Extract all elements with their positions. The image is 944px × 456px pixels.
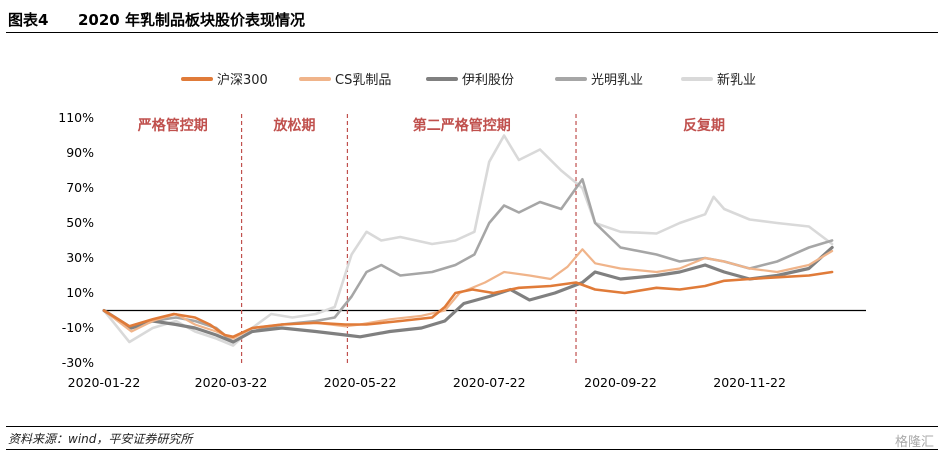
figure-header: 图表4 2020 年乳制品板块股价表现情况 [6,6,938,32]
phase-label: 放松期 [273,117,316,134]
series-line [102,245,834,344]
y-tick-label: 10% [66,285,94,300]
series-line [102,134,834,347]
x-tick-label: 2020-03-22 [195,375,268,390]
bottom-rule [6,426,938,427]
legend-label: 伊利股份 [462,73,514,88]
y-tick-label: -10% [62,320,94,335]
legend-label: 沪深300 [217,72,268,88]
legend-label: 新乳业 [717,72,756,88]
x-tick-label: 2020-05-22 [324,375,397,390]
y-tick-label: 50% [66,215,94,230]
figure-title: 2020 年乳制品板块股价表现情况 [78,11,305,29]
legend-label: 光明乳业 [591,73,643,88]
y-tick-label: 90% [66,145,94,160]
top-rule [6,32,938,33]
x-tick-label: 2020-01-22 [68,375,141,390]
phase-label: 反复期 [683,117,725,134]
phase-label: 严格管控期 [137,117,208,134]
y-tick-label: 30% [66,250,94,265]
source-note: 资料来源：wind，平安证券研究所 [8,432,193,446]
phase-label: 第二严格管控期 [413,117,511,134]
watermark-logo: 格隆汇 [894,435,934,450]
series-line [102,248,834,340]
y-tick-label: -30% [62,355,94,370]
x-tick-label: 2020-07-22 [453,375,526,390]
figure-number: 图表4 [8,11,49,29]
legend-label: CS乳制品 [335,73,391,88]
x-tick-label: 2020-11-22 [713,375,786,390]
series-line [102,270,834,339]
bottom-rule-2 [6,449,938,450]
x-tick-label: 2020-09-22 [584,375,657,390]
y-tick-label: 70% [66,180,94,195]
y-tick-label: 110% [58,110,94,125]
